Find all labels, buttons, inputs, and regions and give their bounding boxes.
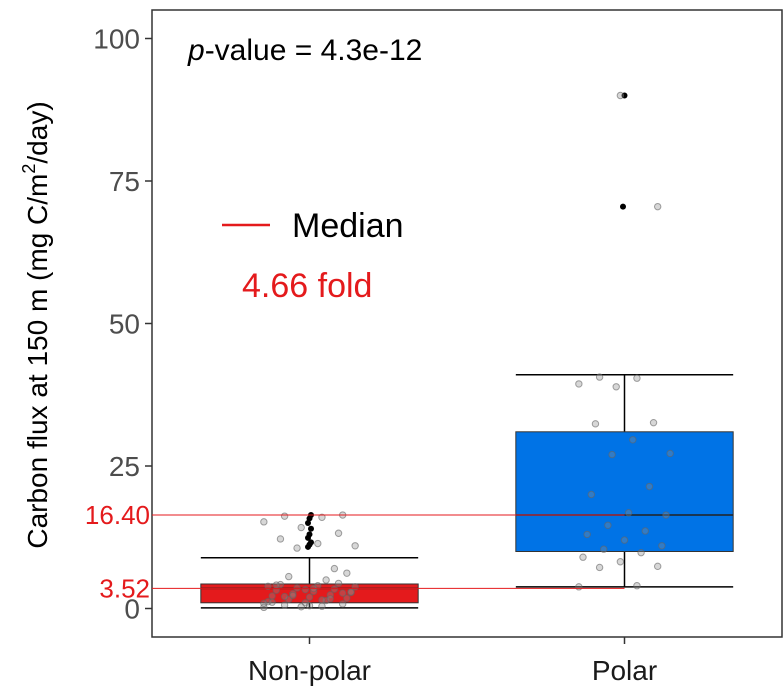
outlier-non-polar-2 — [308, 539, 314, 546]
data-point-polar-10 — [583, 530, 591, 539]
data-point-non-polar-32 — [305, 601, 314, 610]
y-tick-label-75: 75 — [109, 166, 140, 197]
data-point-non-polar-41 — [351, 542, 359, 550]
data-point-non-polar-42 — [314, 539, 322, 548]
data-point-polar-16 — [645, 482, 654, 491]
data-point-non-polar-9 — [305, 593, 314, 601]
data-point-non-polar-47 — [318, 513, 326, 521]
y-tick-label-0: 0 — [124, 594, 140, 625]
data-point-non-polar-24 — [318, 596, 326, 604]
y-axis-title-main: Carbon flux at 150 m (mg C/m — [22, 174, 53, 549]
data-point-non-polar-8 — [343, 594, 351, 602]
data-point-polar-0 — [575, 583, 583, 591]
data-point-non-polar-22 — [297, 603, 305, 611]
data-point-polar-21 — [649, 418, 658, 427]
data-point-polar-4 — [616, 558, 625, 566]
data-point-polar-1 — [633, 582, 641, 590]
y-axis-title-tail: /day) — [22, 101, 53, 163]
y-tick-label-25: 25 — [109, 451, 140, 482]
reference-label-0: 16.40 — [85, 500, 150, 530]
data-point-polar-20 — [591, 420, 600, 428]
data-point-polar-13 — [662, 511, 670, 519]
data-point-non-polar-35 — [289, 591, 297, 600]
data-point-polar-22 — [612, 383, 620, 391]
data-point-polar-25 — [595, 373, 604, 381]
data-point-non-polar-38 — [272, 581, 281, 589]
data-point-polar-7 — [600, 545, 608, 553]
y-axis-title-sup: 2 — [19, 164, 39, 174]
data-point-non-polar-31 — [343, 569, 351, 577]
data-point-polar-6 — [637, 548, 645, 557]
data-point-polar-14 — [624, 509, 633, 517]
data-point-non-polar-23 — [260, 599, 268, 608]
data-point-polar-3 — [653, 562, 662, 571]
data-point-polar-17 — [608, 450, 616, 459]
outlier-non-polar-5 — [308, 525, 314, 532]
outlier-non-polar-4 — [306, 531, 313, 538]
legend-median-label: Median — [292, 207, 404, 245]
outlier-non-polar-6 — [305, 520, 311, 526]
data-point-non-polar-33 — [268, 598, 276, 606]
data-point-non-polar-44 — [334, 529, 343, 537]
data-point-non-polar-39 — [330, 564, 339, 573]
data-point-non-polar-46 — [260, 518, 268, 526]
data-point-polar-11 — [641, 527, 649, 535]
reference-label-1: 3.52 — [99, 573, 150, 603]
p-value-annotation: p-value = 4.3e-12 — [187, 34, 422, 67]
data-point-non-polar-48 — [280, 512, 289, 520]
data-point-polar-15 — [587, 490, 596, 499]
data-point-non-polar-10 — [268, 592, 276, 600]
data-point-non-polar-45 — [297, 523, 305, 532]
y-tick-label-50: 50 — [109, 309, 140, 340]
data-point-non-polar-43 — [276, 535, 285, 543]
data-point-polar-12 — [604, 521, 612, 529]
data-point-polar-5 — [579, 553, 587, 561]
data-point-polar-9 — [620, 536, 629, 544]
p-value-rest: -value = 4.3e-12 — [205, 34, 423, 67]
data-point-non-polar-16 — [330, 585, 339, 593]
y-tick-label-100: 100 — [93, 24, 140, 55]
outlier-polar-0 — [620, 203, 626, 210]
data-point-non-polar-30 — [285, 572, 293, 581]
data-point-polar-27 — [616, 91, 625, 100]
x-tick-label-polar: Polar — [592, 655, 657, 686]
data-point-non-polar-28 — [264, 582, 272, 590]
data-point-polar-23 — [575, 380, 583, 388]
box-polar — [515, 431, 734, 552]
data-point-polar-8 — [658, 542, 666, 550]
data-point-non-polar-3 — [338, 600, 347, 608]
data-point-non-polar-21 — [334, 579, 343, 588]
data-point-non-polar-1 — [318, 602, 326, 610]
data-point-polar-19 — [629, 436, 637, 444]
data-point-polar-18 — [666, 449, 674, 458]
data-point-non-polar-34 — [326, 595, 334, 603]
data-point-non-polar-25 — [280, 592, 289, 601]
x-tick-label-non-polar: Non-polar — [248, 655, 371, 686]
y-axis-title: Carbon flux at 150 m (mg C/m2/day) — [19, 101, 53, 548]
data-point-polar-26 — [653, 202, 662, 211]
data-point-non-polar-2 — [280, 601, 289, 609]
data-point-non-polar-29 — [322, 576, 330, 584]
data-point-polar-24 — [633, 374, 641, 382]
p-value-italic: p — [187, 34, 205, 67]
data-point-non-polar-26 — [338, 589, 347, 597]
data-point-non-polar-27 — [301, 585, 310, 594]
data-point-non-polar-36 — [347, 588, 355, 596]
data-point-polar-2 — [595, 563, 604, 572]
data-point-non-polar-40 — [293, 544, 301, 552]
fold-change-label: 4.66 fold — [242, 267, 372, 305]
